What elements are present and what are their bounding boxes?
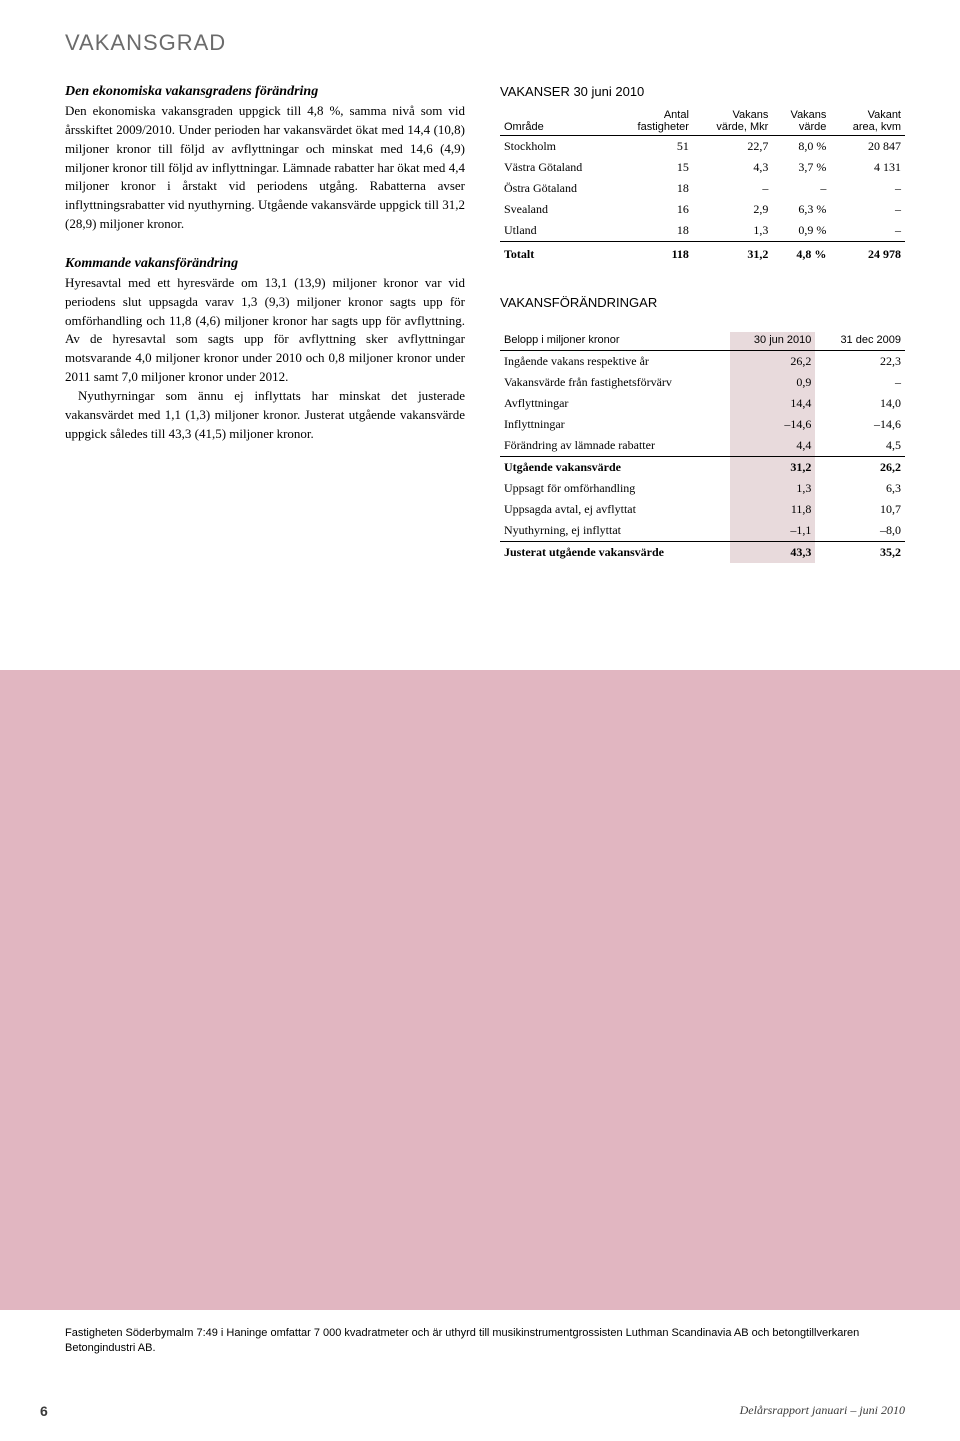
table-row: Stockholm5122,78,0 %20 847 bbox=[500, 136, 905, 158]
table-row: Uppsagt för omförhandling1,36,3 bbox=[500, 478, 905, 499]
changes-table: Belopp i miljoner kronor 30 jun 2010 31 … bbox=[500, 332, 905, 563]
section2-body: Hyresavtal med ett hyresvärde om 13,1 (1… bbox=[65, 274, 465, 444]
table1-h0: Område bbox=[500, 107, 614, 136]
table1-h3: Vakansvärde bbox=[772, 107, 830, 136]
table-row: Avflyttningar14,414,0 bbox=[500, 393, 905, 414]
property-photo bbox=[0, 670, 960, 1310]
table2-title: VAKANSFÖRÄNDRINGAR bbox=[500, 295, 905, 310]
table-row: Förändring av lämnade rabatter4,44,5 bbox=[500, 435, 905, 457]
table1-title: VAKANSER 30 juni 2010 bbox=[500, 84, 905, 99]
document-title: Delårsrapport januari – juni 2010 bbox=[740, 1403, 905, 1419]
table2-h0: Belopp i miljoner kronor bbox=[500, 332, 730, 351]
section2-heading: Kommande vakansförändring bbox=[65, 256, 465, 272]
table-row: Inflyttningar–14,6–14,6 bbox=[500, 414, 905, 435]
table2-h1: 30 jun 2010 bbox=[730, 332, 816, 351]
section1-heading: Den ekonomiska vakansgradens förändring bbox=[65, 84, 465, 100]
table-row: Östra Götaland18––– bbox=[500, 178, 905, 199]
section1-body: Den ekonomiska vakansgraden uppgick till… bbox=[65, 102, 465, 234]
table1-h2: Vakansvärde, Mkr bbox=[693, 107, 772, 136]
vakanser-table: Område Antalfastigheter Vakansvärde, Mkr… bbox=[500, 107, 905, 265]
photo-caption: Fastigheten Söderbymalm 7:49 i Haninge o… bbox=[65, 1326, 905, 1357]
table-row: Utland181,30,9 %– bbox=[500, 220, 905, 242]
table2-h2: 31 dec 2009 bbox=[815, 332, 905, 351]
table-row: Uppsagda avtal, ej avflyttat11,810,7 bbox=[500, 499, 905, 520]
table-row: Ingående vakans respektive år26,222,3 bbox=[500, 351, 905, 373]
page-number: 6 bbox=[40, 1403, 48, 1419]
table-row: Nyuthyrning, ej inflyttat–1,1–8,0 bbox=[500, 520, 905, 542]
table-total-row: Justerat utgående vakansvärde43,335,2 bbox=[500, 542, 905, 564]
table-row: Vakansvärde från fastighetsförvärv0,9– bbox=[500, 372, 905, 393]
table1-h1: Antalfastigheter bbox=[614, 107, 693, 136]
table-row: Västra Götaland154,33,7 %4 131 bbox=[500, 157, 905, 178]
table1-h4: Vakantarea, kvm bbox=[830, 107, 905, 136]
table-row: Svealand162,96,3 %– bbox=[500, 199, 905, 220]
table-total-row: Utgående vakansvärde31,226,2 bbox=[500, 457, 905, 479]
table-total-row: Totalt11831,24,8 %24 978 bbox=[500, 242, 905, 266]
page-title: VAKANSGRAD bbox=[65, 30, 905, 56]
